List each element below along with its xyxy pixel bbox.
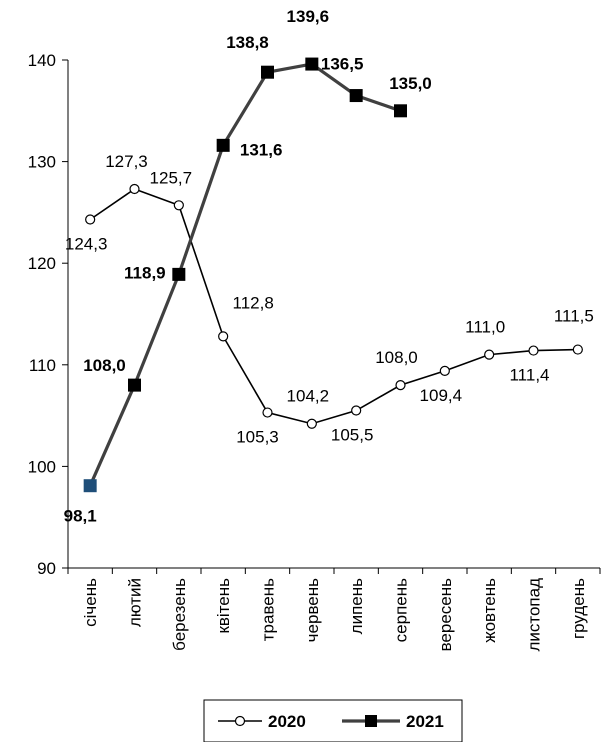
x-category-label: листопад <box>525 578 544 652</box>
point-2020 <box>262 407 273 418</box>
x-category-label: травень <box>259 578 278 641</box>
series-2020 <box>85 183 583 429</box>
y-tick-label: 130 <box>28 153 56 172</box>
x-category-label: лютий <box>126 578 145 627</box>
data-label-2021: 98,1 <box>64 507 97 526</box>
point-2021 <box>305 57 319 71</box>
data-label-2020: 105,3 <box>236 428 279 447</box>
data-label-2020: 111,0 <box>465 318 505 337</box>
point-2021 <box>216 138 230 152</box>
point-2021 <box>394 104 407 118</box>
y-tick-label: 100 <box>28 457 56 476</box>
data-label-2020: 108,0 <box>375 348 418 367</box>
point-2020 <box>351 405 362 416</box>
data-label-2021: 139,6 <box>287 7 330 26</box>
data-label-2020: 127,3 <box>105 152 148 171</box>
point-2020 <box>306 418 317 429</box>
series-line-2020 <box>89 188 578 425</box>
x-category-label: грудень <box>569 578 588 639</box>
data-labels-2021: 98,1 108,0 118,9 131,6 138,8 139,6 136,5 135,0 <box>64 7 432 526</box>
x-category-label: серпень <box>392 578 411 642</box>
point-2020 <box>528 345 539 356</box>
data-label-2020: 104,2 <box>287 387 330 406</box>
legend-label-2021: 2021 <box>406 712 444 731</box>
series-2021 <box>83 57 407 493</box>
data-label-2021: 138,8 <box>226 33 269 52</box>
y-tick-label: 90 <box>37 559 56 578</box>
data-label-2020: 125,7 <box>150 168 193 187</box>
data-label-2020: 124,3 <box>65 235 108 254</box>
point-2021 <box>172 267 186 281</box>
data-label-2020: 111,4 <box>509 366 549 385</box>
x-category-label: січень <box>81 578 100 627</box>
point-2020 <box>129 183 140 195</box>
point-2021 <box>83 479 97 493</box>
series-line-2021 <box>88 62 402 487</box>
legend-marker-2020 <box>234 715 246 727</box>
data-label-2021: 136,5 <box>321 55 364 74</box>
point-2020 <box>395 380 406 391</box>
y-tick-label: 140 <box>28 51 56 70</box>
x-category-label: червень <box>303 578 322 642</box>
legend: 2020 2021 <box>203 699 463 742</box>
data-label-2021: 108,0 <box>83 356 126 375</box>
x-category-label: жовтень <box>480 578 499 643</box>
x-category-label: квітень <box>214 578 233 634</box>
legend-marker-2021 <box>365 715 377 727</box>
x-category-label: березень <box>170 578 189 651</box>
axes: 90 100 110 120 130 140 січень лютий березень квіт… <box>28 51 601 652</box>
data-label-2021: 135,0 <box>389 74 432 93</box>
data-label-2020: 105,5 <box>331 426 374 445</box>
x-category-label: липень <box>347 578 366 634</box>
point-2020 <box>173 200 184 211</box>
point-2021 <box>349 89 363 103</box>
point-2020 <box>484 349 495 360</box>
data-label-2020: 112,8 <box>233 293 274 312</box>
y-tick-label: 110 <box>29 356 56 375</box>
data-label-2020: 111,5 <box>554 307 594 326</box>
point-2020 <box>218 331 229 342</box>
point-2021 <box>128 378 141 392</box>
point-2020 <box>572 344 583 355</box>
point-2020 <box>439 365 450 376</box>
legend-label-2020: 2020 <box>268 712 306 731</box>
data-label-2021: 131,6 <box>240 140 283 159</box>
data-label-2020: 109,4 <box>420 386 463 405</box>
point-2021 <box>261 65 274 79</box>
y-tick-label: 120 <box>28 254 56 273</box>
data-label-2021: 118,9 <box>124 263 166 282</box>
point-2020 <box>85 214 96 225</box>
x-category-label: вересень <box>436 578 455 652</box>
